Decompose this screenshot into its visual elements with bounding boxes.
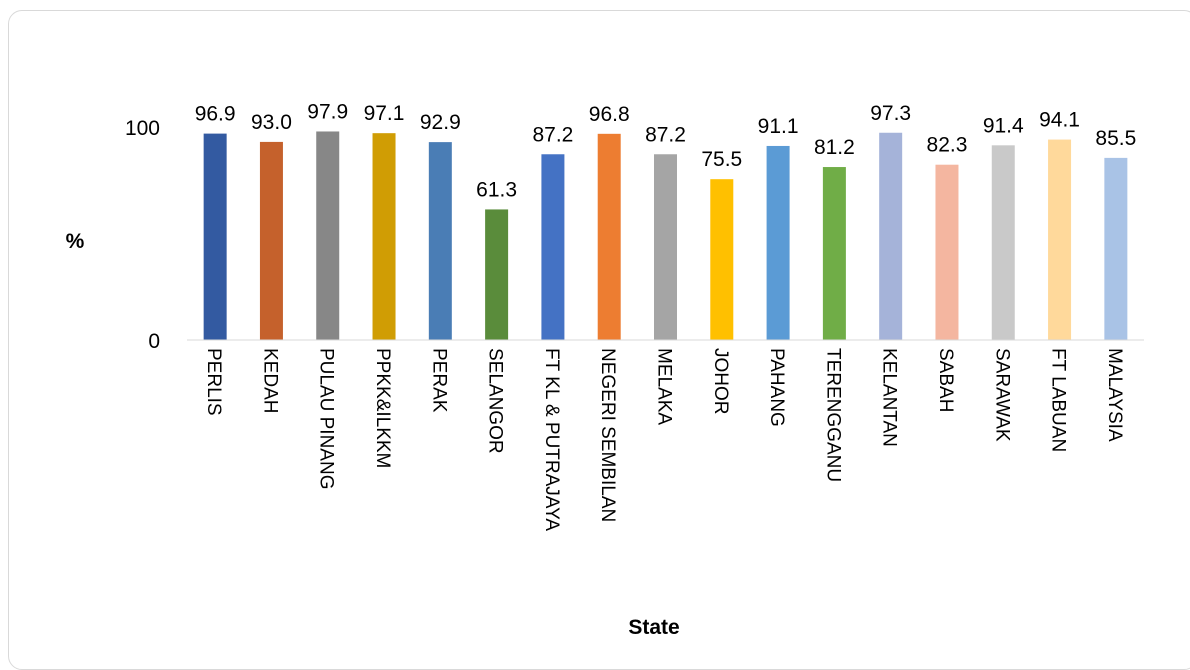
bar xyxy=(372,133,396,340)
data-label: 97.1 xyxy=(364,102,405,125)
bar xyxy=(485,209,509,340)
bar xyxy=(316,131,340,340)
category-label: NEGERI SEMBILAN xyxy=(597,348,618,522)
category-label: MELAKA xyxy=(654,348,675,425)
data-labels-group: 96.9 93.0 97.9 97.1 92.9 61.3 87.2 96.8 87.2 75.5… xyxy=(195,100,1137,201)
bar xyxy=(428,142,452,340)
data-label: 97.9 xyxy=(307,100,348,123)
data-label: 96.8 xyxy=(589,103,630,126)
category-labels: PERLIS KEDAH PULAU PINANG PPKK&ILKKM PERAK SE… xyxy=(203,348,1125,531)
category-label: PERAK xyxy=(428,348,449,413)
x-axis-title: State xyxy=(628,616,679,639)
category-label: TERENGGANU xyxy=(822,348,843,482)
bars-group xyxy=(203,131,1128,340)
category-label: PAHANG xyxy=(766,348,787,427)
category-label: PPKK&ILKKM xyxy=(372,348,393,468)
category-label: FT LABUAN xyxy=(1048,348,1069,452)
bar xyxy=(541,154,565,340)
data-label: 91.1 xyxy=(758,115,799,138)
data-label: 97.3 xyxy=(870,102,911,125)
data-label: 75.5 xyxy=(701,148,742,171)
bar xyxy=(935,164,959,340)
category-label: PULAU PINANG xyxy=(316,348,337,489)
data-label: 94.1 xyxy=(1039,109,1080,132)
bar xyxy=(654,154,677,340)
bar xyxy=(991,145,1015,340)
bar xyxy=(1104,157,1128,340)
data-label: 91.4 xyxy=(983,114,1024,137)
data-label: 87.2 xyxy=(532,123,573,146)
bar xyxy=(1048,139,1072,340)
data-label: 87.2 xyxy=(645,123,686,146)
category-label: SARAWAK xyxy=(991,348,1012,442)
bar xyxy=(597,133,621,340)
y-tick-labels: 0 100 xyxy=(125,117,160,353)
category-label: FT KL & PUTRAJAYA xyxy=(541,348,562,531)
data-label: 96.9 xyxy=(195,103,236,126)
data-label: 93.0 xyxy=(251,111,292,134)
bar xyxy=(822,167,846,340)
bar xyxy=(259,141,283,340)
bar xyxy=(710,179,734,340)
category-label: KEDAH xyxy=(259,348,280,413)
data-label: 92.9 xyxy=(420,111,461,134)
data-label: 81.2 xyxy=(814,136,855,159)
y-tick-label: 100 xyxy=(125,117,160,140)
y-tick-label: 0 xyxy=(148,330,160,353)
category-label: SELANGOR xyxy=(485,348,506,454)
y-axis-title: % xyxy=(66,230,85,253)
data-label: 61.3 xyxy=(476,178,517,201)
category-label: MALAYSIA xyxy=(1104,348,1125,442)
category-label: KELANTAN xyxy=(879,348,900,447)
data-label: 82.3 xyxy=(927,134,968,157)
bar xyxy=(203,133,227,340)
bar xyxy=(766,145,790,340)
data-label: 85.5 xyxy=(1095,127,1136,150)
category-label: PERLIS xyxy=(203,348,224,416)
category-label: SABAH xyxy=(935,348,956,412)
category-label: JOHOR xyxy=(710,348,731,415)
bar xyxy=(879,132,903,340)
